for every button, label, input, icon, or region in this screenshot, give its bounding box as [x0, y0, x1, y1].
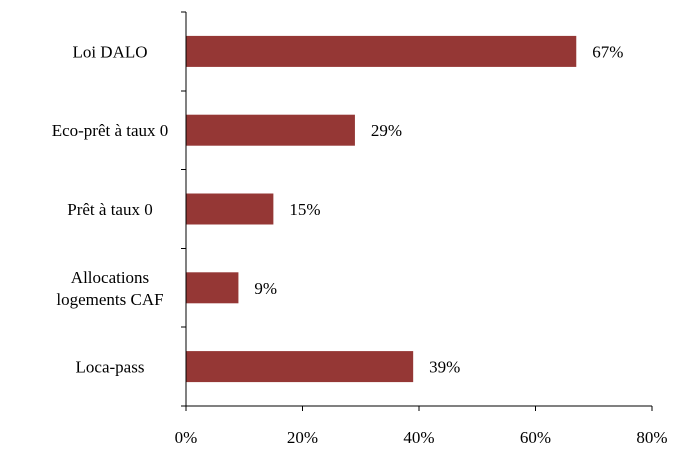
data-label-1: 29% [371, 121, 402, 140]
category-label-line: Loi DALO [72, 42, 147, 61]
category-label-0: Loi DALO [72, 42, 147, 61]
data-label-0: 67% [592, 42, 623, 61]
category-label-3: Allocations logements CAF [56, 268, 163, 309]
data-label-3: 9% [254, 279, 277, 298]
category-label-line: Prêt à taux 0 [67, 200, 152, 219]
x-tick-label-3: 60% [520, 428, 551, 447]
category-label-line: logements CAF [56, 290, 163, 309]
x-tick-label-2: 40% [403, 428, 434, 447]
bar-2 [186, 193, 274, 225]
axes-layer [181, 11, 653, 411]
data-label-2: 15% [289, 200, 320, 219]
x-tick-label-4: 80% [636, 428, 667, 447]
category-label-line: Eco-prêt à taux 0 [52, 121, 169, 140]
bar-0 [186, 35, 577, 67]
bars-layer [186, 35, 577, 383]
category-label-2: Prêt à taux 0 [67, 200, 152, 219]
x-tick-label-1: 20% [287, 428, 318, 447]
bar-4 [186, 351, 414, 383]
bar-1 [186, 114, 355, 146]
category-label-4: Loca-pass [76, 358, 145, 377]
labels-layer: 67% Loi DALO 29% Eco-prêt à taux 0 15% Prêt à… [52, 42, 668, 447]
category-label-line: Loca-pass [76, 358, 145, 377]
category-label-line: Allocations [71, 268, 149, 287]
data-label-4: 39% [429, 358, 460, 377]
x-tick-label-0: 0% [175, 428, 198, 447]
category-label-1: Eco-prêt à taux 0 [52, 121, 169, 140]
bar-3 [186, 272, 239, 304]
